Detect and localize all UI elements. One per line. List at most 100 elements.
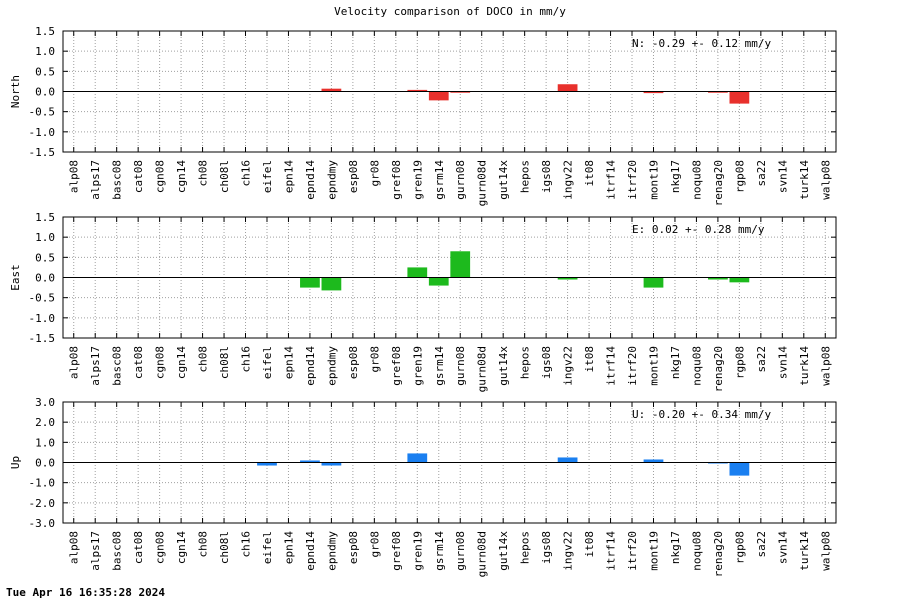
x-tick-label: noqu08 — [690, 160, 703, 200]
x-tick-label: alp08 — [68, 160, 81, 193]
x-tick-label: walp08 — [819, 346, 832, 386]
x-tick-label: alps17 — [89, 531, 102, 571]
bar-gren19 — [407, 267, 428, 278]
x-tick-label: gren19 — [411, 160, 424, 200]
y-axis-label: North — [9, 75, 22, 108]
timestamp-footer: Tue Apr 16 16:35:28 2024 — [6, 586, 165, 599]
x-tick-label: ch16 — [240, 531, 253, 558]
x-tick-label: epndmy — [325, 160, 338, 200]
x-tick-label: esp08 — [347, 531, 360, 564]
x-tick-label: alp08 — [68, 531, 81, 564]
x-tick-label: cgn14 — [175, 160, 188, 193]
bar-gren19 — [407, 453, 428, 463]
y-tick-label: 2.0 — [35, 416, 55, 429]
y-tick-label: -2.0 — [29, 497, 56, 510]
x-tick-label: cat08 — [132, 346, 145, 379]
x-tick-label: gref08 — [390, 531, 403, 571]
bar-ingv22 — [557, 277, 578, 280]
x-tick-label: igs08 — [540, 531, 553, 564]
x-tick-label: turk14 — [798, 160, 811, 200]
x-tick-label: rgp08 — [733, 346, 746, 379]
bar-mont19 — [643, 277, 664, 288]
x-tick-label: gut14x — [497, 346, 510, 386]
x-tick-label: gref08 — [390, 346, 403, 386]
y-tick-label: -1.0 — [29, 477, 56, 490]
panel-annotation: N: -0.29 +- 0.12 mm/y — [632, 37, 771, 50]
y-tick-label: 3.0 — [35, 396, 55, 409]
x-tick-label: itrf20 — [626, 346, 639, 386]
x-tick-label: gr08 — [368, 160, 381, 187]
y-tick-label: 0.0 — [35, 272, 55, 285]
x-tick-label: svn14 — [776, 531, 789, 564]
x-tick-label: alps17 — [89, 346, 102, 386]
x-tick-label: gurn08 — [454, 346, 467, 386]
x-tick-label: alps17 — [89, 160, 102, 200]
x-tick-label: hepos — [519, 531, 532, 564]
x-tick-label: noqu08 — [690, 346, 703, 386]
bar-epndmy — [321, 277, 342, 291]
x-tick-label: gren19 — [411, 346, 424, 386]
x-tick-label: gsrm14 — [433, 531, 446, 571]
x-tick-label: igs08 — [540, 160, 553, 193]
panel-annotation: E: 0.02 +- 0.28 mm/y — [632, 223, 765, 236]
y-tick-label: 1.0 — [35, 436, 55, 449]
bar-renag20 — [708, 91, 728, 93]
x-tick-label: sa22 — [755, 531, 768, 558]
x-tick-label: gurn08d — [476, 160, 489, 206]
bar-eifel — [257, 462, 277, 466]
x-tick-label: mont19 — [647, 160, 660, 200]
x-tick-label: mont19 — [647, 346, 660, 386]
x-tick-label: ch16 — [240, 346, 253, 373]
y-tick-label: 1.0 — [35, 45, 55, 58]
x-tick-label: hepos — [519, 160, 532, 193]
bar-epnd14 — [300, 277, 320, 288]
x-tick-label: epn14 — [282, 346, 295, 379]
y-tick-label: 0.5 — [35, 251, 55, 264]
x-tick-label: ch16 — [240, 160, 253, 187]
x-tick-label: gurn08 — [454, 160, 467, 200]
x-tick-label: hepos — [519, 346, 532, 379]
x-tick-label: it08 — [583, 160, 596, 187]
y-tick-label: 1.0 — [35, 231, 55, 244]
x-tick-label: igs08 — [540, 346, 553, 379]
x-tick-label: ch08 — [197, 531, 210, 558]
x-tick-label: alp08 — [68, 346, 81, 379]
x-tick-label: rgp08 — [733, 160, 746, 193]
y-tick-label: 0.0 — [35, 457, 55, 470]
x-tick-label: ingv22 — [562, 346, 575, 386]
x-tick-label: basc08 — [111, 160, 124, 200]
bar-gren19 — [407, 89, 428, 92]
bar-ingv22 — [557, 457, 578, 463]
x-tick-label: gurn08d — [476, 531, 489, 577]
x-tick-label: itrf14 — [605, 531, 618, 571]
x-tick-label: renag20 — [712, 531, 725, 577]
y-tick-label: -0.5 — [29, 106, 56, 119]
x-tick-label: renag20 — [712, 346, 725, 392]
x-tick-label: renag20 — [712, 160, 725, 206]
x-tick-label: itrf20 — [626, 531, 639, 571]
x-tick-label: ch08l — [218, 346, 231, 379]
x-tick-label: cgn08 — [154, 160, 167, 193]
x-tick-label: gr08 — [368, 531, 381, 558]
x-tick-label: epn14 — [282, 160, 295, 193]
x-tick-label: eifel — [261, 160, 274, 193]
x-tick-label: eifel — [261, 531, 274, 564]
bar-epndmy — [321, 462, 342, 466]
x-tick-label: it08 — [583, 346, 596, 373]
x-tick-label: sa22 — [755, 346, 768, 373]
x-tick-label: turk14 — [798, 531, 811, 571]
x-tick-label: gref08 — [390, 160, 403, 200]
y-tick-label: 0.5 — [35, 65, 55, 78]
chart-title: Velocity comparison of DOCO in mm/y — [334, 5, 566, 18]
x-tick-label: epndmy — [325, 346, 338, 386]
bar-gurn08 — [450, 91, 471, 93]
x-tick-label: sa22 — [755, 160, 768, 187]
x-tick-label: nkg17 — [669, 160, 682, 193]
y-tick-label: 1.5 — [35, 211, 55, 224]
x-tick-label: epnd14 — [304, 531, 317, 571]
x-tick-label: cgn08 — [154, 531, 167, 564]
x-tick-label: rgp08 — [733, 531, 746, 564]
x-tick-label: ingv22 — [562, 160, 575, 200]
bar-gsrm14 — [428, 277, 449, 286]
